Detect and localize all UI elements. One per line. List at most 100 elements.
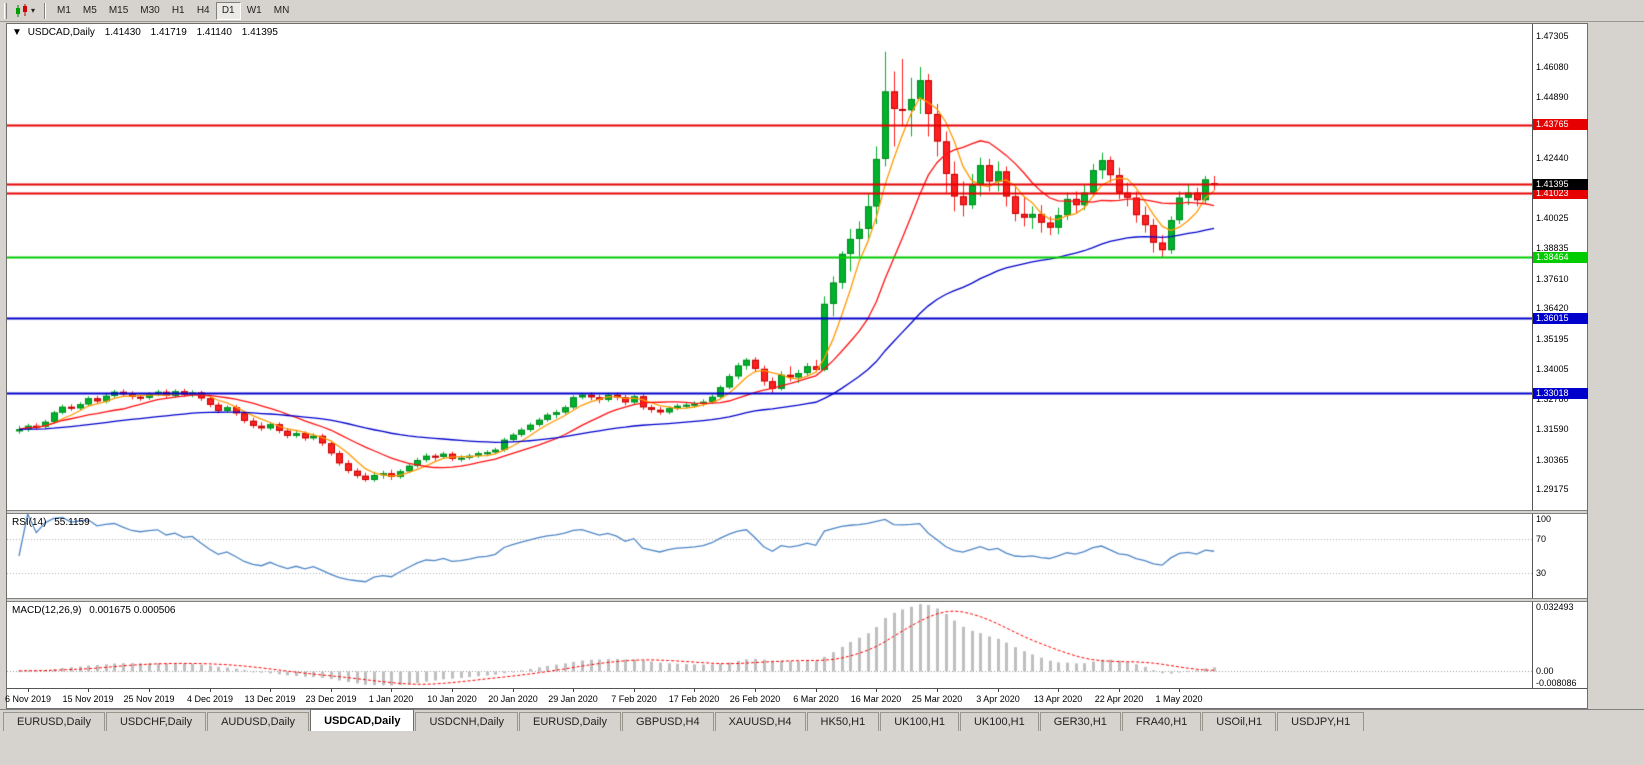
chart-tab-eurusd-daily[interactable]: EURUSD,Daily [519, 712, 621, 731]
rsi-indicator-label: RSI(14) 55.1159 [12, 517, 90, 528]
low-value: 1.41140 [196, 27, 232, 38]
time-axis[interactable]: 6 Nov 2019 15 Nov 2019 25 Nov 2019 4 Dec 20… [4, 688, 1587, 708]
date-label: 20 Jan 2020 [488, 694, 538, 704]
chart-tab-eurusd-daily[interactable]: EURUSD,Daily [3, 712, 105, 731]
time-axis-tick [452, 689, 453, 692]
price-tick: 1.29175 [1536, 484, 1569, 495]
price-tick: 1.47305 [1536, 31, 1569, 42]
time-axis-tick [755, 689, 756, 692]
price-level-badge[interactable]: 1.43765 [1533, 119, 1588, 130]
rsi-tick: 70 [1536, 534, 1547, 545]
price-tick: 1.40025 [1536, 213, 1569, 224]
date-label: 6 Mar 2020 [793, 694, 839, 704]
price-level-badge[interactable]: 1.38464 [1533, 252, 1588, 263]
timeframe-button-m30[interactable]: M30 [140, 5, 160, 16]
chart-tab-ger30-h1[interactable]: GER30,H1 [1039, 712, 1121, 731]
macd-tick: 0.032493 [1536, 602, 1574, 612]
time-axis-tick [1179, 689, 1180, 692]
time-axis-tick [331, 689, 332, 692]
timeframe-button-m5[interactable]: M5 [82, 5, 97, 16]
timeframe-button-mn[interactable]: MN [273, 5, 290, 16]
time-axis-tick [998, 689, 999, 692]
chart-tab-audusd-daily[interactable]: AUDUSD,Daily [207, 712, 310, 731]
time-axis-tick [876, 689, 877, 692]
chart-tab-xauusd-h4[interactable]: XAUUSD,H4 [714, 712, 806, 731]
price-level-badge[interactable]: 1.41023 [1533, 188, 1588, 199]
price-axis[interactable]: 1.473051.460801.448901.436651.424401.412… [1532, 24, 1588, 510]
chart-tab-usdjpy-h1[interactable]: USDJPY,H1 [1277, 712, 1365, 731]
chart-ohlc-label: ▼ USDCAD,Daily 1.41430 1.41719 1.41140 1… [12, 27, 278, 38]
price-tick: 1.35195 [1536, 333, 1569, 344]
time-axis-tick [1119, 689, 1120, 692]
price-tick: 1.46080 [1536, 61, 1569, 72]
price-level-badge[interactable]: 1.36015 [1533, 313, 1588, 324]
rsi-tick: 30 [1536, 567, 1547, 578]
time-axis-tick [1058, 689, 1059, 692]
price-tick: 1.42440 [1536, 152, 1569, 163]
date-label: 1 Jan 2020 [368, 694, 414, 704]
rsi-axis: 100 70 30 [1532, 514, 1587, 598]
chart-tab-gbpusd-h4[interactable]: GBPUSD,H4 [622, 712, 714, 731]
date-label: 6 Nov 2019 [4, 694, 52, 704]
chart-tab-uk100-h1[interactable]: UK100,H1 [880, 712, 959, 731]
timeframe-button-m1[interactable]: M1 [57, 5, 71, 16]
rsi-canvas[interactable] [7, 514, 1532, 598]
timeframe-button-m15[interactable]: M15 [108, 5, 129, 16]
date-label: 22 Apr 2020 [1094, 694, 1144, 704]
time-axis-tick [513, 689, 514, 692]
date-label: 1 May 2020 [1155, 694, 1203, 704]
date-label: 4 Dec 2019 [186, 694, 234, 704]
price-tick: 1.37610 [1536, 273, 1569, 284]
date-label: 25 Mar 2020 [911, 694, 963, 704]
chart-tab-usoil-h1[interactable]: USOil,H1 [1202, 712, 1277, 731]
time-axis-tick [149, 689, 150, 692]
price-tick: 1.31590 [1536, 424, 1569, 435]
chart-tab-usdchf-daily[interactable]: USDCHF,Daily [105, 712, 207, 731]
timeframe-button-d1[interactable]: D1 [215, 1, 241, 20]
chart-tab-usdcad-daily[interactable]: USDCAD,Daily [310, 709, 415, 731]
macd-canvas[interactable] [7, 602, 1532, 688]
rsi-name: RSI(14) [12, 517, 47, 528]
main-chart-panel: ▼ USDCAD,Daily 1.41430 1.41719 1.41140 1… [7, 24, 1588, 510]
panel-splitter[interactable] [7, 598, 1587, 602]
chart-tab-usdcnh-daily[interactable]: USDCNH,Daily [415, 712, 519, 731]
price-tick: 1.38835 [1536, 243, 1569, 253]
dropdown-arrow-icon: ▾ [31, 6, 36, 15]
chart-window: ▼ USDCAD,Daily 1.41430 1.41719 1.41140 1… [4, 23, 1588, 709]
price-tick: 1.34005 [1536, 363, 1569, 374]
macd-name: MACD(12,26,9) [12, 605, 82, 616]
top-toolbar: ▾ M1 M5 M15 M30 H1 H4 D1 W1 MN [0, 0, 1644, 22]
chart-tab-uk100-h1[interactable]: UK100,H1 [959, 712, 1039, 731]
price-chart-canvas[interactable] [7, 24, 1532, 510]
rsi-panel: RSI(14) 55.1159 100 70 30 [7, 514, 1587, 598]
time-axis-tick [816, 689, 817, 692]
rsi-value: 55.1159 [54, 517, 90, 528]
open-value: 1.41430 [104, 27, 141, 38]
chart-tab-hk50-h1[interactable]: HK50,H1 [806, 712, 880, 731]
panel-splitter[interactable] [7, 510, 1587, 514]
date-label: 25 Nov 2019 [123, 694, 175, 704]
chart-tabs-bar: EURUSD,Daily USDCHF,Daily AUDUSD,Daily USDC… [0, 709, 1644, 731]
toolbar-drag-handle[interactable] [4, 2, 7, 19]
date-label: 13 Dec 2019 [244, 694, 296, 704]
time-axis-tick [391, 689, 392, 692]
date-label: 17 Feb 2020 [668, 694, 720, 704]
chart-tab-fra40-h1[interactable]: FRA40,H1 [1121, 712, 1202, 731]
timeframe-button-h4[interactable]: H4 [196, 5, 210, 16]
price-level-badge[interactable]: 1.33018 [1533, 388, 1588, 399]
macd-values: 0.001675 0.000506 [89, 605, 176, 616]
one-click-expander-icon[interactable]: ▼ [12, 27, 22, 38]
current-price-badge: 1.41395 [1533, 179, 1588, 190]
date-label: 7 Feb 2020 [611, 694, 657, 704]
timeframe-button-w1[interactable]: W1 [246, 5, 262, 16]
date-label: 3 Apr 2020 [976, 694, 1020, 704]
date-label: 29 Jan 2020 [548, 694, 598, 704]
macd-indicator-label: MACD(12,26,9) 0.001675 0.000506 [12, 605, 175, 616]
chart-type-button[interactable]: ▾ [11, 2, 39, 20]
time-axis-tick [88, 689, 89, 692]
timeframe-button-h1[interactable]: H1 [171, 5, 185, 16]
macd-tick: -0.008086 [1536, 678, 1577, 688]
date-label: 10 Jan 2020 [427, 694, 477, 704]
price-tick: 1.30365 [1536, 454, 1569, 465]
price-tick: 1.36420 [1536, 303, 1569, 314]
